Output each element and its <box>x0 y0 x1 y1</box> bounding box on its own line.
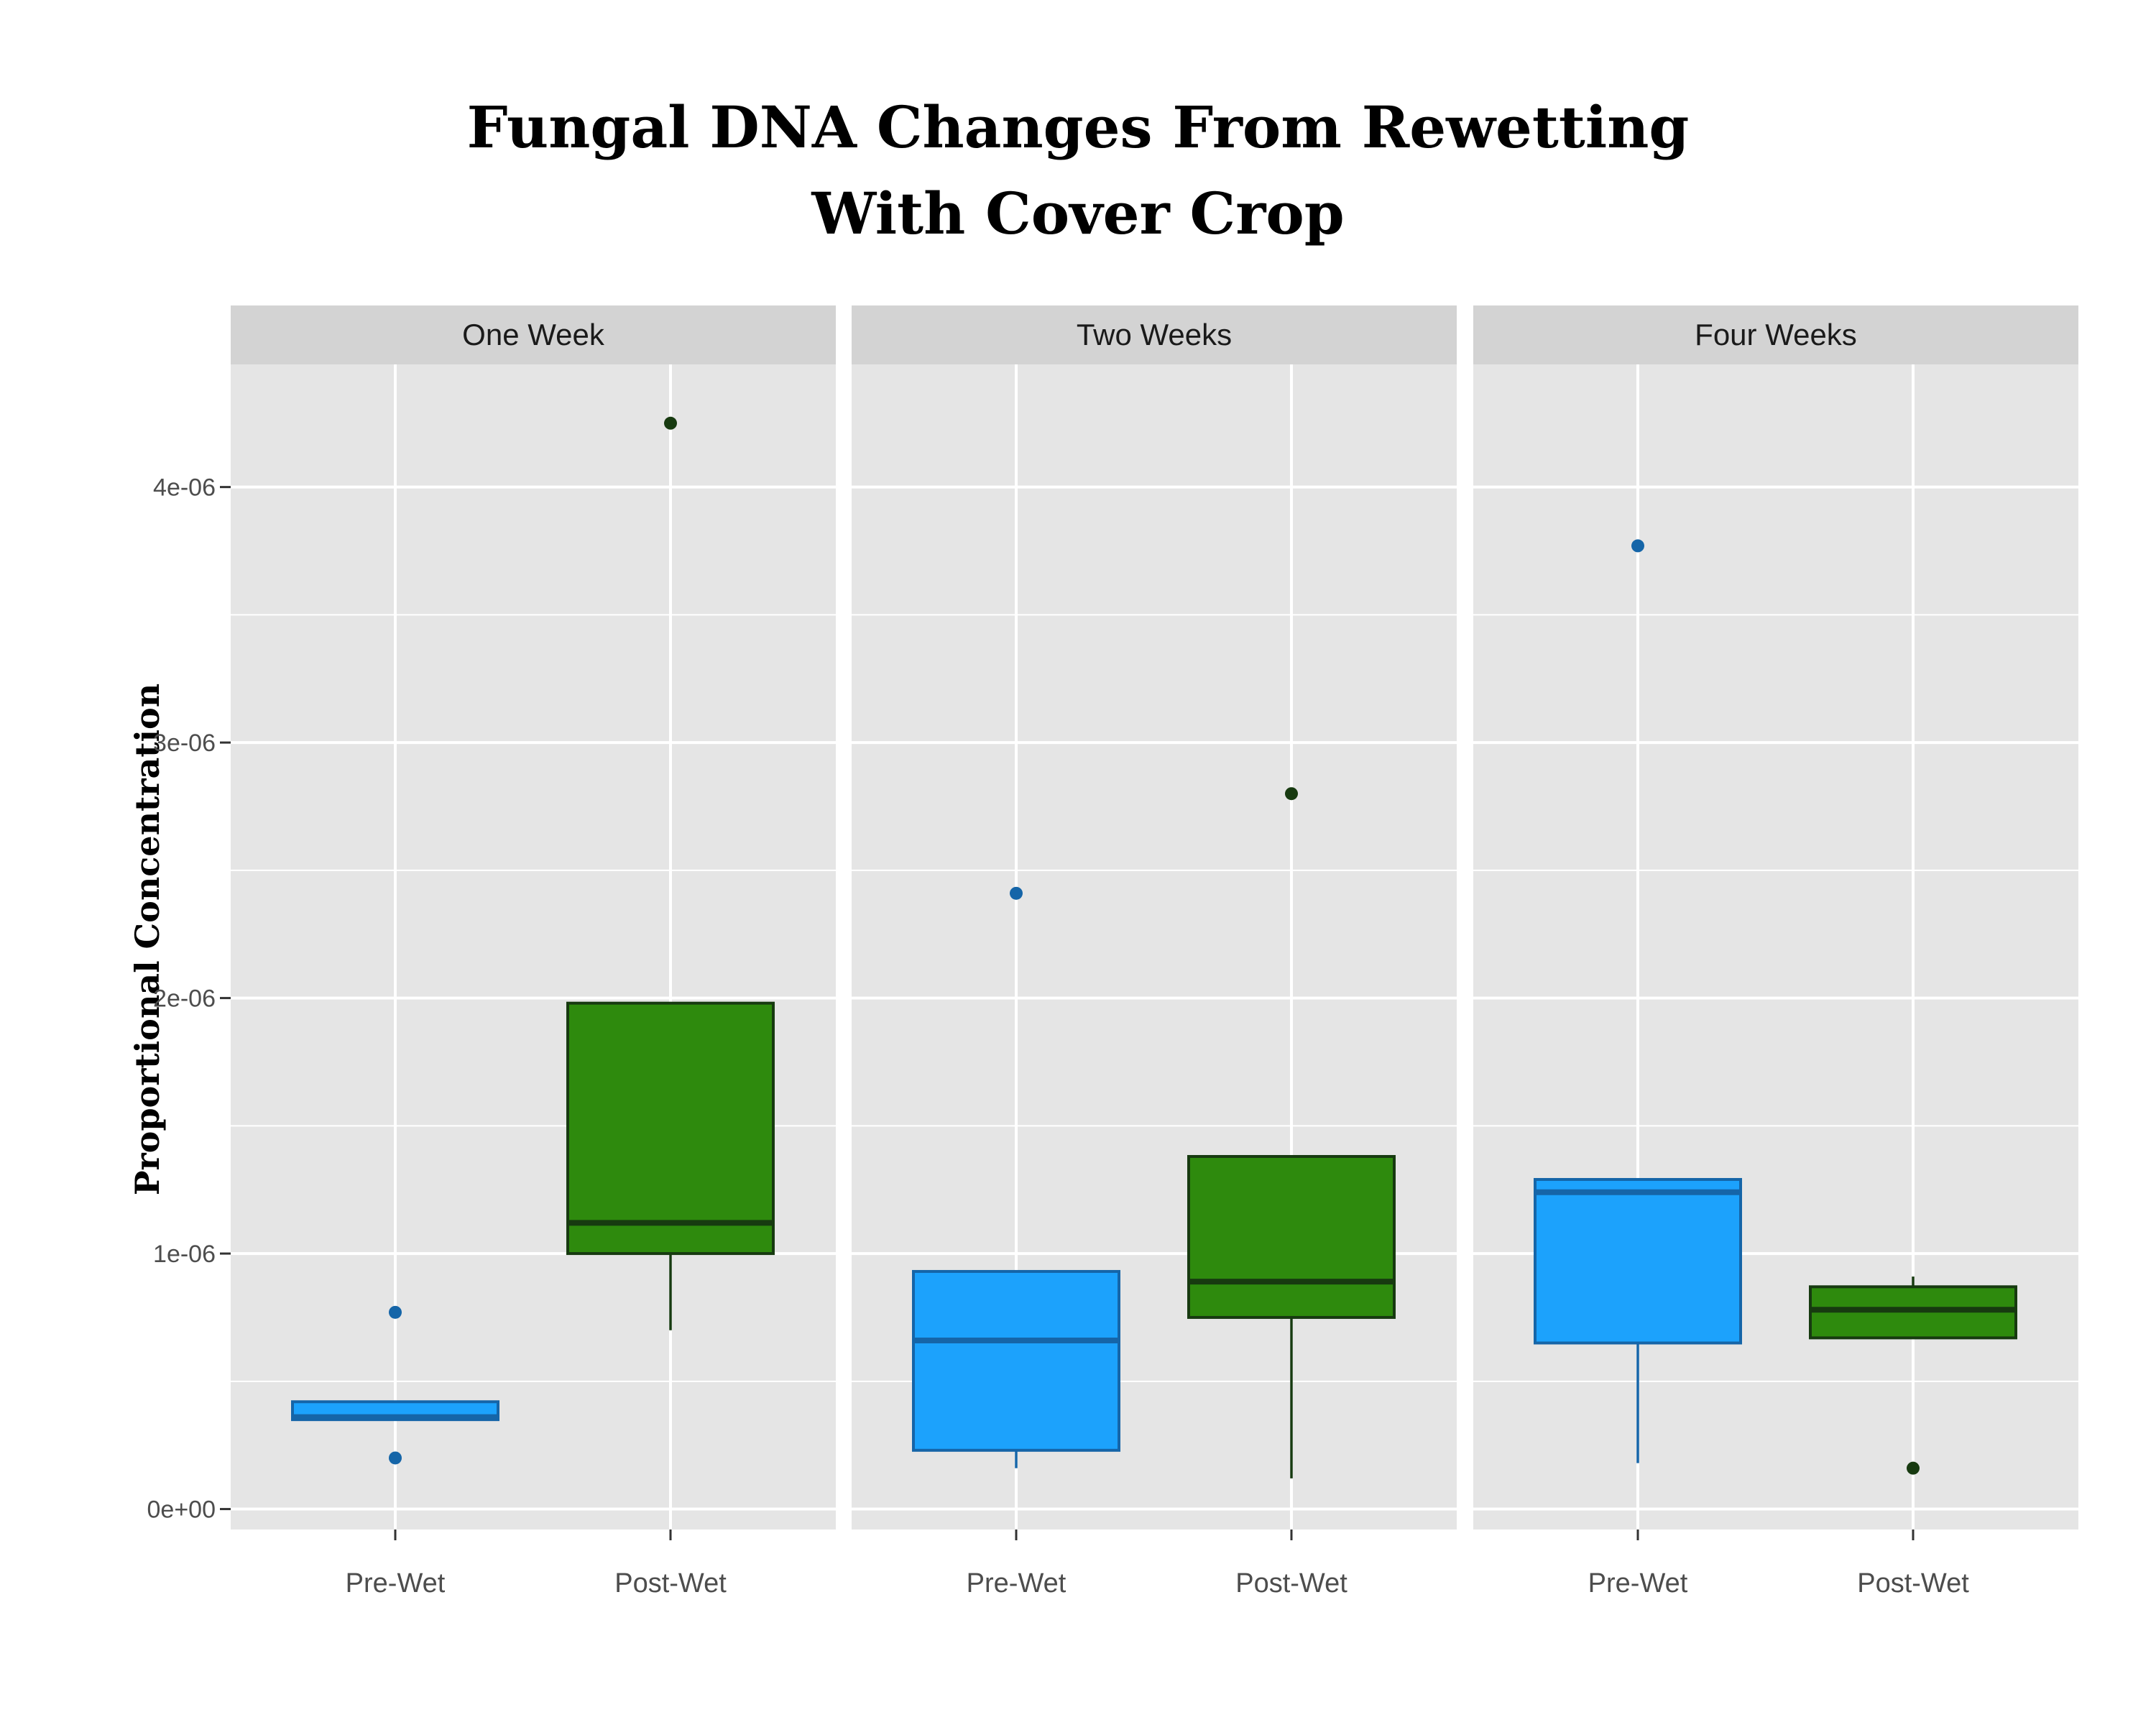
box-iqr <box>566 1001 775 1256</box>
outlier-point <box>1285 787 1298 801</box>
x-tick-label: Pre-Wet <box>1588 1568 1688 1598</box>
y-tick-label: 1e-06 <box>153 1241 216 1268</box>
y-tick-label: 0e+00 <box>147 1496 216 1524</box>
outlier-point <box>1631 539 1644 553</box>
x-tick-label: Pre-Wet <box>346 1568 446 1598</box>
facet-strip <box>231 305 836 364</box>
facet-strip <box>1473 305 2078 364</box>
facet-strip-label: Four Weeks <box>1695 318 1857 351</box>
x-tick-label: Pre-Wet <box>967 1568 1067 1598</box>
outlier-point <box>1010 886 1023 900</box>
facet-strip <box>852 305 1457 364</box>
y-tick-label: 4e-06 <box>153 474 216 502</box>
box-iqr <box>1534 1177 1742 1345</box>
box-iqr <box>912 1269 1120 1452</box>
panel-background <box>1473 364 2078 1530</box>
outlier-point <box>1907 1461 1920 1475</box>
x-tick-label: Post-Wet <box>1857 1568 1969 1598</box>
chart-title-line-1: Fungal DNA Changes From Rewetting <box>466 93 1690 161</box>
x-tick-label: Post-Wet <box>1235 1568 1348 1598</box>
y-tick-label: 3e-06 <box>153 730 216 757</box>
panel-background <box>231 364 836 1530</box>
outlier-point <box>389 1451 402 1465</box>
facet-strip-label: Two Weeks <box>1077 318 1232 351</box>
box-iqr <box>1187 1154 1396 1319</box>
facet-strip-label: One Week <box>462 318 605 351</box>
outlier-point <box>389 1305 402 1319</box>
x-tick-label: Post-Wet <box>614 1568 727 1598</box>
y-tick-label: 2e-06 <box>153 985 216 1013</box>
outlier-point <box>664 416 677 430</box>
chart-title-line-2: With Cover Crop <box>811 180 1345 247</box>
